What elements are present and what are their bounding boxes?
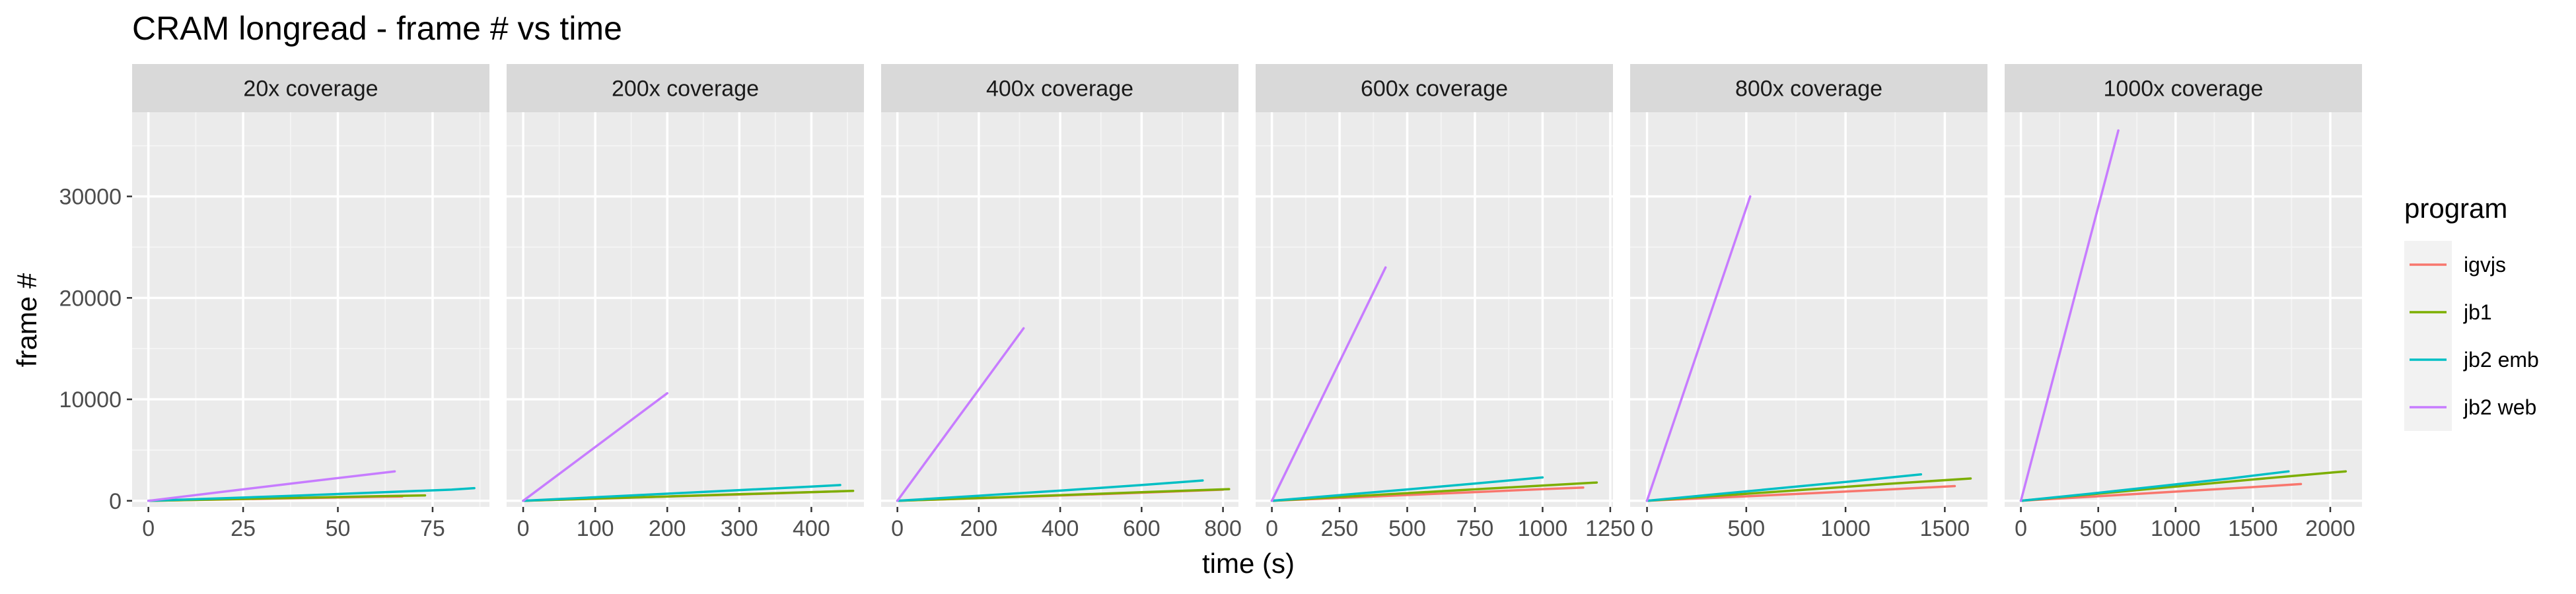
plot-area (2005, 112, 2362, 507)
x-tick-label: 1000 (1820, 516, 1871, 541)
facet-strip (1630, 64, 1987, 112)
facet-label: 400x coverage (986, 77, 1133, 102)
series-line-jb2-emb (522, 484, 841, 502)
x-tick-label: 0 (2015, 516, 2027, 541)
series-line-jb2-web (147, 470, 396, 502)
x-tick-label: 100 (577, 516, 614, 541)
x-tick-label: 500 (1388, 516, 1426, 541)
series-line-jb1 (896, 488, 1231, 502)
x-tick-label: 1000 (2151, 516, 2201, 541)
x-tick-label: 500 (1727, 516, 1765, 541)
series-line-jb2-web (522, 392, 668, 502)
series-line-jb1 (1645, 477, 1972, 502)
facet-label: 200x coverage (612, 77, 759, 102)
x-tick-label: 200 (649, 516, 686, 541)
legend-title: program (2404, 193, 2507, 224)
x-tick-label: 0 (517, 516, 530, 541)
facet-label: 800x coverage (1735, 77, 1882, 102)
chart-title: CRAM longread - frame # vs time (132, 10, 622, 47)
facet-strip (507, 64, 864, 112)
facet-strip (2005, 64, 2362, 112)
x-tick-label: 0 (1266, 516, 1278, 541)
series-line-jb2-web (896, 327, 1025, 502)
x-tick-label: 1250 (1585, 516, 1635, 541)
x-tick-label: 200 (960, 516, 998, 541)
panel-400x-coverage: 400x coverage 0 200 400 600 800 (881, 64, 1242, 541)
x-tick-label: 50 (326, 516, 351, 541)
series-line-jb1 (1270, 481, 1598, 502)
legend-label: jb1 (2463, 300, 2492, 324)
y-axis-title: frame # (11, 273, 42, 367)
legend-label: jb2 web (2463, 395, 2536, 419)
y-tick-label: 0 (109, 489, 122, 514)
plot-area (132, 112, 489, 507)
x-tick-label: 300 (721, 516, 758, 541)
facet-strip (132, 64, 489, 112)
x-tick-label: 25 (231, 516, 256, 541)
plot-area (507, 112, 864, 507)
x-tick-label: 750 (1456, 516, 1494, 541)
x-tick-label: 0 (891, 516, 904, 541)
x-tick-label: 1000 (1518, 516, 1568, 541)
x-tick-label: 250 (1321, 516, 1359, 541)
series-line-jb2-web (1270, 266, 1387, 502)
plot-area (1630, 112, 1987, 507)
series-line-jb2-emb (1270, 476, 1544, 502)
x-tick-label: 0 (1641, 516, 1653, 541)
y-tick-label: 20000 (59, 286, 122, 311)
legend-label: jb2 emb (2463, 348, 2539, 372)
x-tick-label: 2000 (2305, 516, 2355, 541)
x-tick-label: 75 (420, 516, 445, 541)
x-tick-label: 0 (142, 516, 155, 541)
legend-item-jb2-web: jb2 web (2404, 383, 2536, 431)
panel-800x-coverage: 800x coverage 0 500 1000 1500 (1630, 64, 1987, 541)
x-tick-label: 600 (1123, 516, 1161, 541)
series-line-jb2-emb (147, 486, 476, 502)
panel-1000x-coverage: 1000x coverage 0 500 1000 1500 2000 (2005, 64, 2362, 541)
series-line-jb2-web (1645, 195, 1752, 502)
legend: program igvjs jb1 jb2 emb jb2 web (2404, 193, 2539, 431)
panel-200x-coverage: 200x coverage 0 100 200 300 400 (507, 64, 864, 541)
x-tick-label: 400 (1042, 516, 1079, 541)
x-tick-label: 800 (1204, 516, 1242, 541)
y-tick-label: 10000 (59, 387, 122, 412)
legend-label: igvjs (2464, 253, 2506, 277)
facet-label: 20x coverage (243, 77, 378, 102)
facet-label: 600x coverage (1361, 77, 1508, 102)
plot-area (1256, 112, 1613, 507)
panel-20x-coverage: 20x coverage 0 25 50 75 0 10000 20000 30000 (59, 64, 489, 541)
y-tick-label: 30000 (59, 185, 122, 210)
legend-item-jb2-emb: jb2 emb (2404, 336, 2539, 383)
x-tick-label: 1500 (2228, 516, 2278, 541)
series-line-jb2-web (2019, 129, 2120, 502)
facet-strip (881, 64, 1238, 112)
panel-600x-coverage: 600x coverage 0 250 500 750 1000 1250 (1256, 64, 1635, 541)
x-tick-label: 400 (793, 516, 830, 541)
series-line-jb2-emb (896, 479, 1204, 502)
series-line-igvjs (2019, 482, 2303, 502)
facet-strip (1256, 64, 1613, 112)
series-line-igvjs (1645, 484, 1956, 502)
legend-item-igvjs: igvjs (2404, 241, 2506, 288)
x-axis-title: time (s) (1202, 548, 1295, 579)
x-tick-label: 500 (2079, 516, 2117, 541)
x-tick-label: 1500 (1920, 516, 1970, 541)
series-line-jb2-emb (2019, 470, 2290, 502)
facet-label: 1000x coverage (2104, 77, 2264, 102)
series-line-jb2-emb (1645, 473, 1923, 502)
legend-item-jb1: jb1 (2404, 288, 2492, 336)
